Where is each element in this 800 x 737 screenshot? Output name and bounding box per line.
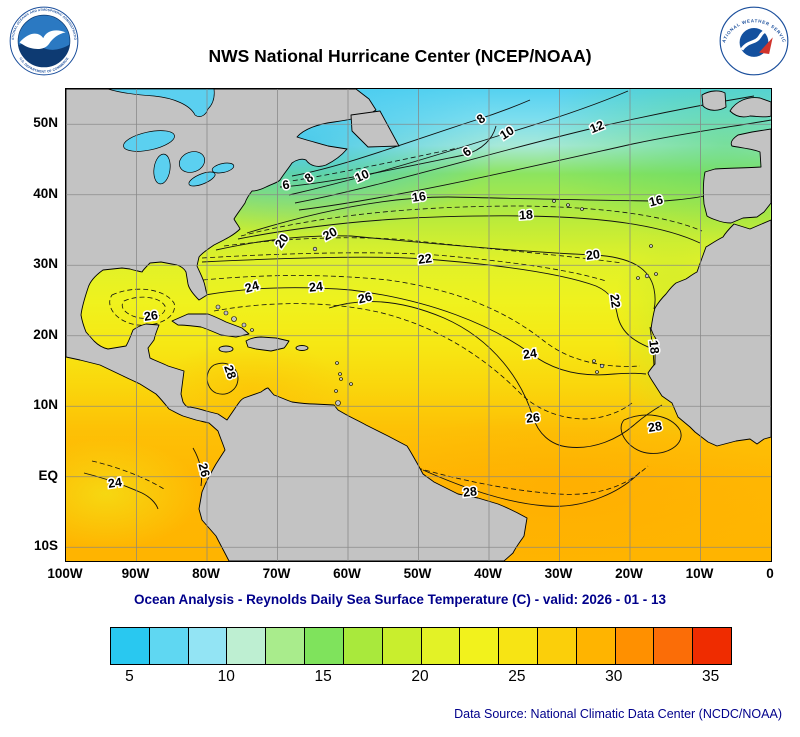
x-axis-tick-label: 30W <box>544 566 573 581</box>
colorbar-cell <box>420 628 460 664</box>
contour-label: 18 <box>519 208 534 223</box>
contour-label: 24 <box>308 279 323 294</box>
colorbar-tick-label: 20 <box>411 668 429 685</box>
x-axis-tick-label: 60W <box>333 566 361 581</box>
y-axis-tick-label: 50N <box>33 115 58 131</box>
lake-erie <box>188 171 216 187</box>
land-britain <box>729 97 772 118</box>
noaa-logo: NATIONAL OCEANIC AND ATMOSPHERIC ADMINIS… <box>8 5 79 76</box>
y-axis-tick-label: 40N <box>33 185 58 201</box>
colorbar-cell <box>536 628 576 664</box>
x-axis-tick-label: 100W <box>47 566 83 581</box>
x-axis-tick-label: 40W <box>474 566 502 581</box>
lake-ontario <box>211 162 235 174</box>
contour-label: 28 <box>462 484 477 499</box>
colorbar-cell <box>304 628 343 664</box>
colorbar-tick-label: 5 <box>125 668 134 685</box>
colorbar-cell <box>575 628 615 664</box>
map-caption: Ocean Analysis - Reynolds Daily Sea Surf… <box>134 592 666 607</box>
x-axis-tick-label: 70W <box>262 566 291 581</box>
colorbar-cell <box>692 628 731 664</box>
land-jamaica <box>218 345 234 353</box>
contour-label: 16 <box>648 193 665 210</box>
land-africa <box>647 219 772 447</box>
contour-label: 26 <box>357 290 374 307</box>
colorbar-cell <box>111 628 149 664</box>
noaa-gull-icon <box>19 30 66 50</box>
land-newfoundland <box>350 110 400 148</box>
colorbar <box>110 627 732 665</box>
contour-label: 22 <box>607 293 623 309</box>
x-axis-tick-label: 10W <box>685 566 714 581</box>
land-americas <box>65 88 528 562</box>
land-iberia-france <box>702 128 772 224</box>
land-cuba <box>171 313 250 338</box>
land-ireland <box>701 90 727 111</box>
contour-label: 22 <box>417 251 433 267</box>
isotherm-contours <box>83 90 772 510</box>
colorbar-cell <box>226 628 266 664</box>
data-source-note: Data Source: National Climatic Data Cent… <box>454 707 782 721</box>
x-axis-tick-label: 90W <box>121 566 150 581</box>
contour-label: 28 <box>221 363 239 381</box>
colorbar-cell <box>653 628 693 664</box>
colorbar-cell <box>148 628 188 664</box>
contour-label: 28 <box>647 419 663 435</box>
contour-label: 24 <box>522 346 538 362</box>
y-axis-tick-label: 10S <box>33 538 58 554</box>
land-hispaniola <box>245 336 290 352</box>
colorbar-cell <box>459 628 499 664</box>
colorbar-cell <box>498 628 537 664</box>
contour-label: 24 <box>107 475 123 491</box>
colorbar-cell <box>342 628 382 664</box>
y-axis-tick-label: 20N <box>33 326 58 342</box>
x-axis-tick-label: 50W <box>403 566 432 581</box>
colorbar-tick-label: 35 <box>702 668 720 685</box>
contour-label: 26 <box>196 462 213 479</box>
nws-logo-front-line <box>740 28 772 51</box>
colorbar-tick-label: 15 <box>314 668 332 685</box>
land-small-islands <box>215 199 658 406</box>
lake-michigan <box>153 153 171 185</box>
contour-label: 12 <box>588 118 606 136</box>
colorbar-tick-label: 10 <box>217 668 235 685</box>
y-axis-tick-label: EQ <box>38 467 58 483</box>
colorbar-tick-label: 25 <box>508 668 526 685</box>
hudson-bay <box>107 88 215 117</box>
contour-label: 16 <box>411 189 427 205</box>
colorbar-tick-label: 30 <box>605 668 623 685</box>
land-masses <box>65 88 772 562</box>
contour-label: 24 <box>243 278 260 295</box>
lat-lon-grid <box>66 89 771 561</box>
y-axis-tick-label: 10N <box>33 397 58 413</box>
contour-label: 18 <box>646 339 661 354</box>
contour-label: 26 <box>525 410 540 425</box>
contour-label: 26 <box>143 308 159 324</box>
colorbar-cell <box>614 628 654 664</box>
nws-logo-red-swoosh <box>759 37 773 54</box>
page-title: NWS National Hurricane Center (NCEP/NOAA… <box>208 46 592 66</box>
x-axis-tick-label: 20W <box>615 566 643 581</box>
colorbar-cell <box>265 628 305 664</box>
x-axis-tick-label: 0 <box>766 566 774 581</box>
colorbar-cell <box>187 628 227 664</box>
nws-logo: NATIONAL WEATHER SERVICE <box>718 5 789 76</box>
contour-label: 20 <box>585 247 601 263</box>
colorbar-cell <box>381 628 421 664</box>
y-axis-tick-label: 30N <box>33 256 58 272</box>
lake-huron <box>178 151 206 173</box>
sst-map: 8 10 6 12 6 8 10 16 18 16 20 20 22 20 24 24 26 22 26 28 24 18… <box>11 44 800 565</box>
x-axis-tick-label: 80W <box>192 566 220 581</box>
land-puerto-rico <box>295 345 309 351</box>
